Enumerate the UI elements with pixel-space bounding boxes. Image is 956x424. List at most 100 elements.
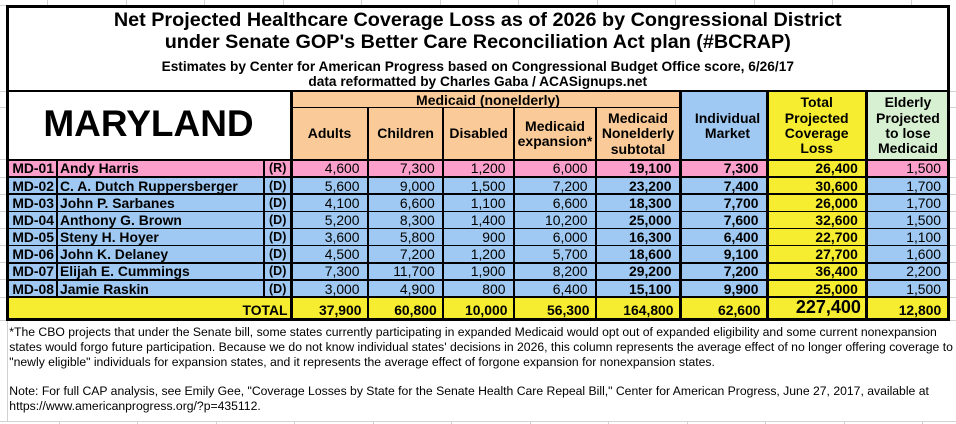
asterisk-footnote: *The CBO projects that under the Senate … [9, 325, 953, 369]
table-title-block: Net Projected Healthcare Coverage Loss a… [6, 4, 950, 91]
row-MD-03-market-cell: 7,700 [680, 194, 767, 212]
total-adults-cell: 37,900 [291, 297, 368, 321]
row-MD-02-name-cell: C. A. Dutch Ruppersberger [57, 177, 265, 195]
row-MD-04-children-cell: 8,300 [368, 211, 444, 229]
row-MD-06-expansion-cell: 5,700 [514, 245, 596, 263]
subtitle-line-2: data reformatted by Charles Gaba / ACASi… [308, 73, 648, 89]
gridline-stub [596, 0, 598, 5]
gridline-stub [125, 0, 127, 5]
grid-line [678, 91, 682, 319]
gridline-stub [949, 193, 956, 195]
row-MD-01-disabled-cell: 1,200 [443, 159, 514, 178]
row-MD-05-market-cell: 6,400 [680, 228, 767, 246]
grid-line [765, 91, 769, 319]
gridline-stub [949, 107, 956, 108]
row-MD-08-market-cell: 9,900 [680, 279, 767, 298]
grid-line [864, 91, 868, 319]
grid-line [6, 89, 950, 93]
grid-line [366, 107, 370, 319]
row-MD-07-market-cell: 7,200 [680, 262, 767, 280]
row-MD-04-subtotal-cell: 25,000 [596, 211, 680, 229]
representative-name: C. A. Dutch Ruppersberger [60, 177, 238, 194]
gridline-stub [58, 421, 60, 424]
row-MD-01-market-cell: 7,300 [680, 159, 767, 178]
gridline-stub [765, 421, 766, 424]
row-MD-02-subtotal-cell: 23,200 [596, 177, 680, 195]
gridline-stub [949, 319, 956, 321]
row-MD-06-adults-cell: 4,500 [291, 245, 368, 263]
gridline-stub [529, 421, 531, 424]
row-MD-01-party-cell: (R) [264, 159, 291, 178]
grid-line [6, 296, 950, 299]
gridline-stub [0, 176, 6, 178]
gridline-stub [0, 107, 6, 108]
gridline-stub [282, 0, 284, 5]
gridline-stub [832, 0, 833, 5]
gridline-stub [949, 279, 956, 281]
grid-line [291, 106, 680, 109]
row-MD-06-disabled-cell: 1,200 [443, 245, 514, 263]
representative-name: John K. Delaney [60, 246, 169, 263]
row-MD-05-name-cell: Steny H. Hoyer [57, 228, 265, 246]
row-MD-05-elderly-cell: 1,100 [866, 228, 950, 246]
gridline-stub [0, 245, 6, 247]
gridline-stub [0, 90, 6, 92]
row-MD-02-adults-cell: 5,600 [291, 177, 368, 195]
gridline-stub [0, 319, 6, 321]
grid-line [6, 158, 950, 161]
column-header-disabled: Disabled [443, 107, 514, 160]
row-MD-06-name-cell: John K. Delaney [57, 245, 265, 263]
row-MD-08-party-cell: (D) [264, 279, 291, 298]
grid-line [6, 279, 950, 281]
gridline-stub [372, 421, 374, 424]
row-MD-02-elderly-cell: 1,700 [866, 177, 950, 195]
row-MD-03-disabled-cell: 1,100 [443, 194, 514, 212]
total-disabled-cell: 10,000 [443, 297, 514, 321]
row-MD-02-party-cell: (D) [264, 177, 291, 195]
grid-line [263, 159, 266, 298]
gridline-stub [686, 421, 688, 424]
gridline-stub [518, 0, 519, 5]
row-MD-01-expansion-cell: 6,000 [514, 159, 596, 178]
row-MD-03-party-cell: (D) [264, 194, 291, 212]
gridline-stub [949, 176, 956, 178]
gridline-stub [675, 0, 676, 5]
row-MD-07-children-cell: 11,700 [368, 262, 444, 280]
row-MD-08-total-cell: 25,000 [767, 279, 867, 298]
row-MD-01-adults-cell: 4,600 [291, 159, 368, 178]
column-header-children: Children [368, 107, 444, 160]
row-MD-03-name-cell: John P. Sarbanes [57, 194, 265, 212]
row-MD-05-children-cell: 5,800 [368, 228, 444, 246]
row-MD-03-total-cell: 26,000 [767, 194, 867, 212]
gridline-stub [294, 421, 295, 424]
gridline-stub [0, 279, 6, 281]
gridline-stub [0, 159, 6, 161]
row-MD-06-district-cell: MD-06 [6, 245, 57, 263]
gridline-stub [0, 420, 6, 422]
row-MD-01-subtotal-cell: 19,100 [596, 159, 680, 178]
gridline-stub [451, 421, 452, 424]
gridline-stub [137, 421, 138, 424]
row-MD-06-market-cell: 9,100 [680, 245, 767, 263]
medicaid-group-header-cell: Medicaid (nonelderly) [291, 91, 680, 108]
table-outer-border [6, 4, 950, 321]
gridline-stub [204, 0, 205, 5]
grid-line [512, 107, 516, 319]
gridline-stub [215, 421, 217, 424]
state-name-cell: MARYLAND [6, 91, 291, 160]
row-MD-06-party-cell: (D) [264, 245, 291, 263]
gridline-stub [0, 210, 6, 212]
row-MD-08-disabled-cell: 800 [443, 279, 514, 298]
row-MD-07-total-cell: 36,400 [767, 262, 867, 280]
row-MD-05-disabled-cell: 900 [443, 228, 514, 246]
row-MD-07-subtotal-cell: 29,200 [596, 262, 680, 280]
gridline-stub [949, 262, 956, 264]
row-MD-04-disabled-cell: 1,400 [443, 211, 514, 229]
gridline-stub [0, 262, 6, 264]
grid-line [6, 227, 950, 230]
gridline-stub [949, 296, 956, 298]
column-header-individual-market: Individual Market [680, 91, 767, 160]
row-MD-06-children-cell: 7,200 [368, 245, 444, 263]
row-MD-05-district-cell: MD-05 [6, 228, 57, 246]
gridline-stub [922, 421, 923, 424]
